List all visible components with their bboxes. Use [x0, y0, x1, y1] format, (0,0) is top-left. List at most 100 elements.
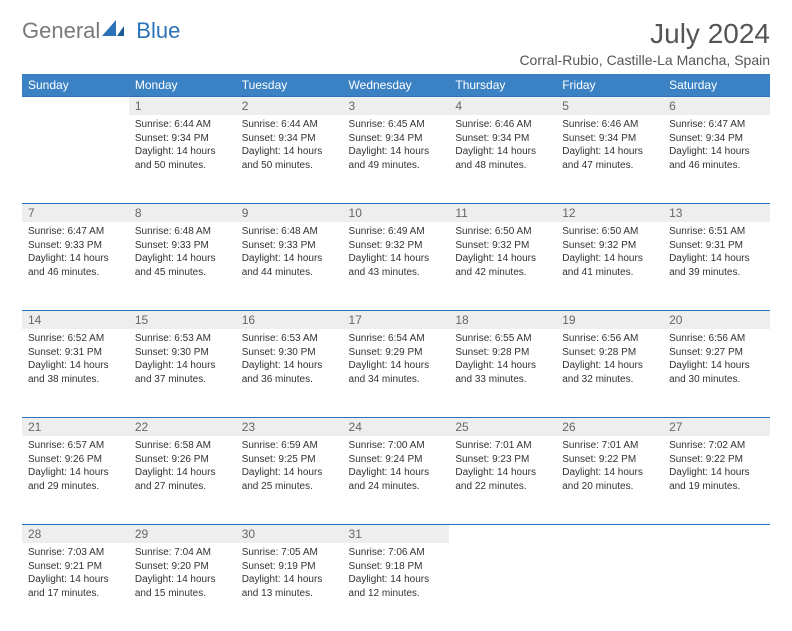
day-number: 9 — [236, 203, 343, 222]
sunrise-text: Sunrise: 6:48 AM — [242, 225, 337, 239]
daylight-text: Daylight: 14 hours and 34 minutes. — [349, 359, 444, 386]
sunset-text: Sunset: 9:21 PM — [28, 560, 123, 574]
sunset-text: Sunset: 9:28 PM — [562, 346, 657, 360]
day-number — [22, 96, 129, 115]
sunrise-text: Sunrise: 6:56 AM — [562, 332, 657, 346]
sunrise-text: Sunrise: 7:03 AM — [28, 546, 123, 560]
day-number: 16 — [236, 310, 343, 329]
sunset-text: Sunset: 9:30 PM — [242, 346, 337, 360]
day-details: Sunrise: 6:48 AMSunset: 9:33 PMDaylight:… — [236, 222, 343, 285]
daylight-text: Daylight: 14 hours and 49 minutes. — [349, 145, 444, 172]
daylight-text: Daylight: 14 hours and 38 minutes. — [28, 359, 123, 386]
sunset-text: Sunset: 9:34 PM — [135, 132, 230, 146]
day-header: Tuesday — [236, 74, 343, 96]
daylight-text: Daylight: 14 hours and 42 minutes. — [455, 252, 550, 279]
daylight-text: Daylight: 14 hours and 15 minutes. — [135, 573, 230, 600]
sunset-text: Sunset: 9:34 PM — [349, 132, 444, 146]
day-details: Sunrise: 6:47 AMSunset: 9:33 PMDaylight:… — [22, 222, 129, 285]
day-number: 2 — [236, 96, 343, 115]
week-content-row: Sunrise: 6:47 AMSunset: 9:33 PMDaylight:… — [22, 222, 770, 310]
day-details: Sunrise: 6:59 AMSunset: 9:25 PMDaylight:… — [236, 436, 343, 499]
daylight-text: Daylight: 14 hours and 44 minutes. — [242, 252, 337, 279]
day-header: Sunday — [22, 74, 129, 96]
sunset-text: Sunset: 9:32 PM — [562, 239, 657, 253]
day-number: 31 — [343, 524, 450, 543]
sunset-text: Sunset: 9:33 PM — [242, 239, 337, 253]
daylight-text: Daylight: 14 hours and 36 minutes. — [242, 359, 337, 386]
day-header: Friday — [556, 74, 663, 96]
day-number: 26 — [556, 417, 663, 436]
day-details: Sunrise: 7:01 AMSunset: 9:23 PMDaylight:… — [449, 436, 556, 499]
day-number: 28 — [22, 524, 129, 543]
week-content-row: Sunrise: 6:57 AMSunset: 9:26 PM Daylight:… — [22, 436, 770, 524]
day-details — [556, 543, 663, 552]
page-header: General Blue July 2024 Corral-Rubio, Cas… — [22, 18, 770, 68]
day-number: 3 — [343, 96, 450, 115]
daylight-text: Daylight: 14 hours and 33 minutes. — [455, 359, 550, 386]
day-details: Sunrise: 6:46 AMSunset: 9:34 PMDaylight:… — [556, 115, 663, 178]
week-number-row: 14151617181920 — [22, 310, 770, 329]
daylight-text: Daylight: 14 hours and 50 minutes. — [242, 145, 337, 172]
day-header-row: SundayMondayTuesdayWednesdayThursdayFrid… — [22, 74, 770, 96]
sunset-text: Sunset: 9:26 PM — [28, 453, 123, 467]
sunset-text: Sunset: 9:31 PM — [28, 346, 123, 360]
location-text: Corral-Rubio, Castille-La Mancha, Spain — [519, 52, 770, 68]
day-number: 23 — [236, 417, 343, 436]
day-details: Sunrise: 6:47 AMSunset: 9:34 PMDaylight:… — [663, 115, 770, 178]
daylight-text: Daylight: 14 hours and 13 minutes. — [242, 573, 337, 600]
daylight-text: Daylight: 14 hours and 46 minutes. — [669, 145, 764, 172]
sunrise-text: Sunrise: 6:51 AM — [669, 225, 764, 239]
sunrise-text: Sunrise: 6:57 AM — [28, 439, 123, 453]
day-details: Sunrise: 6:53 AMSunset: 9:30 PMDaylight:… — [129, 329, 236, 392]
week-content-row: Sunrise: 7:03 AMSunset: 9:21 PMDaylight:… — [22, 543, 770, 631]
day-number: 14 — [22, 310, 129, 329]
day-details: Sunrise: 7:03 AMSunset: 9:21 PMDaylight:… — [22, 543, 129, 606]
day-number: 22 — [129, 417, 236, 436]
brand-part1: General — [22, 18, 100, 44]
day-number: 29 — [129, 524, 236, 543]
sunset-text: Sunset: 9:34 PM — [242, 132, 337, 146]
day-details: Sunrise: 7:05 AMSunset: 9:19 PMDaylight:… — [236, 543, 343, 606]
sunset-text: Sunset: 9:22 PM — [669, 453, 764, 467]
day-number: 15 — [129, 310, 236, 329]
sunrise-text: Sunrise: 6:52 AM — [28, 332, 123, 346]
sunset-text: Sunset: 9:34 PM — [562, 132, 657, 146]
day-header: Thursday — [449, 74, 556, 96]
day-number — [556, 524, 663, 543]
daylight-text: Daylight: 14 hours and 17 minutes. — [28, 573, 123, 600]
day-number — [663, 524, 770, 543]
day-details: Sunrise: 6:50 AMSunset: 9:32 PMDaylight:… — [556, 222, 663, 285]
day-number: 11 — [449, 203, 556, 222]
sunset-text: Sunset: 9:23 PM — [455, 453, 550, 467]
day-details: Sunrise: 6:56 AMSunset: 9:28 PMDaylight:… — [556, 329, 663, 392]
daylight-text: Daylight: 14 hours and 50 minutes. — [135, 145, 230, 172]
day-details: Sunrise: 6:44 AMSunset: 9:34 PMDaylight:… — [236, 115, 343, 178]
day-number: 30 — [236, 524, 343, 543]
day-details: Sunrise: 7:06 AMSunset: 9:18 PMDaylight:… — [343, 543, 450, 606]
day-details: Sunrise: 7:01 AMSunset: 9:22 PMDaylight:… — [556, 436, 663, 499]
sunset-text: Sunset: 9:22 PM — [562, 453, 657, 467]
daylight-text: Daylight: 14 hours and 43 minutes. — [349, 252, 444, 279]
daylight-text: Daylight: 14 hours and 37 minutes. — [135, 359, 230, 386]
day-number: 8 — [129, 203, 236, 222]
daylight-text: Daylight: 14 hours and 46 minutes. — [28, 252, 123, 279]
daylight-text: Daylight: 14 hours and 48 minutes. — [455, 145, 550, 172]
day-number: 17 — [343, 310, 450, 329]
week-content-row: Sunrise: 6:52 AMSunset: 9:31 PMDaylight:… — [22, 329, 770, 417]
sunrise-text: Sunrise: 7:01 AM — [455, 439, 550, 453]
daylight-text: Daylight: 14 hours and 24 minutes. — [349, 466, 444, 493]
sail-icon — [102, 18, 124, 43]
day-header: Wednesday — [343, 74, 450, 96]
sunset-text: Sunset: 9:33 PM — [28, 239, 123, 253]
day-details — [449, 543, 556, 552]
day-details: Sunrise: 6:50 AMSunset: 9:32 PMDaylight:… — [449, 222, 556, 285]
day-details: Sunrise: 7:00 AMSunset: 9:24 PMDaylight:… — [343, 436, 450, 499]
week-number-row: 123456 — [22, 96, 770, 115]
week-number-row: 78910111213 — [22, 203, 770, 222]
daylight-text: Daylight: 14 hours and 32 minutes. — [562, 359, 657, 386]
day-number: 4 — [449, 96, 556, 115]
day-number: 20 — [663, 310, 770, 329]
sunrise-text: Sunrise: 6:49 AM — [349, 225, 444, 239]
sunrise-text: Sunrise: 6:53 AM — [242, 332, 337, 346]
day-number: 7 — [22, 203, 129, 222]
